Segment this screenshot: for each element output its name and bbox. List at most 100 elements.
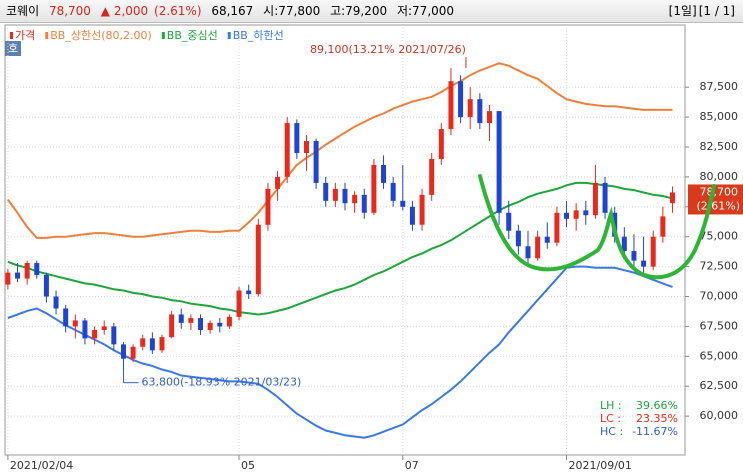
candle-body [303,141,309,153]
candle-body [82,320,88,339]
candle-body [246,290,252,295]
low: 저:77,000 [396,4,455,18]
candle-body [15,272,21,279]
bollinger-line [7,181,673,316]
stat-value: 39.66% [636,399,678,412]
candle-body [265,188,271,225]
candle-body [169,314,175,338]
annotation-text: 89,100(13.21% 2021/07/26) [310,43,466,56]
y-tick-label: 65,000 [700,349,739,362]
candle-body [294,123,300,153]
stat-key: LH : [600,399,622,412]
candle-body [486,111,492,124]
last-price-box [688,184,743,215]
candle-body [198,318,204,331]
candle-body [332,188,338,201]
candle-body [496,111,502,213]
y-tick-label: 75,000 [700,230,739,243]
candle-body [313,141,319,183]
candle-body [409,206,415,225]
stat-value: -11.67% [632,425,678,438]
candle-body [217,322,223,327]
stat-key: HC : [600,425,623,438]
candle-body [323,182,329,201]
candle-body [63,308,69,327]
candle-body [226,316,232,327]
stock-name: 코웨이 [6,4,40,18]
candle-body [352,194,358,204]
legend-swatch [227,32,231,39]
candle-body [554,212,560,243]
change-pct: (2.61%) [154,4,202,18]
candle-body [284,123,290,177]
bollinger-line [7,265,673,439]
plot-frame [4,24,686,456]
candle-body [438,129,444,159]
candle-body [602,182,608,213]
candle-body [24,263,30,279]
volume: 68,167 [211,4,254,18]
candle-body [419,194,425,225]
hand-drawn-annotation [478,174,716,280]
candle-body [130,346,136,359]
candle-body [448,81,454,130]
stat-value: 23.35% [636,412,678,425]
candle-body [631,251,637,261]
candle-body [592,182,598,216]
candle-body [621,236,627,252]
candle-body [34,263,40,275]
candle-body [544,236,550,243]
candle-body [5,272,11,285]
y-tick-label: 60,000 [700,409,739,422]
x-tick-label: 07 [405,459,419,472]
candle-body [573,210,579,219]
candle-body [120,344,126,359]
y-tick-label: 67,500 [700,319,739,332]
price: 78,700 [48,4,91,18]
stat-key: LC : [600,412,621,425]
candle-body [467,99,473,118]
candle-body [342,188,348,204]
mode-button[interactable] [5,41,21,56]
candle-body [506,212,512,231]
annotation-text: 63,800(-18.93% 2021/03/23) [141,376,301,389]
candle-body [669,192,675,204]
candle-body [390,182,396,201]
candle-body [188,318,194,323]
open: 시:77,800 [263,4,321,18]
x-tick-label: 05 [241,459,255,472]
candle-body [236,290,242,317]
legend-label: BB_하한선 [233,28,284,42]
legend-label: BB_중심선 [167,29,218,42]
candle-body [535,236,541,259]
candle-body [458,81,464,118]
period[interactable]: [1일] [668,4,697,18]
candle-body [111,326,117,345]
legend-swatch [10,32,13,39]
last-price-label: 78,700 [700,185,739,198]
change: ▲ 2,000 [100,4,149,18]
high: 고:79,200 [330,4,388,18]
candle-body [564,212,570,219]
legend-label: 가격 [15,29,35,42]
legend-label: BB_상한선(80,2.00) [50,29,152,42]
candle-body [207,322,213,331]
candle-body [275,176,281,189]
y-tick-label: 72,500 [700,260,739,273]
candle-body [477,99,483,124]
header-right: [1일] [1 / 1] [667,0,735,22]
candle-body [381,164,387,183]
candle-body [361,194,367,213]
x-tick-label: 2021/09/01 [569,459,632,472]
legend-swatch [45,32,49,39]
candle-body [400,200,406,207]
candle-body [255,224,261,295]
candle-body [660,216,666,237]
candle-body [101,326,107,331]
candle-body [149,338,155,351]
mode-button-label: 호 [8,42,18,55]
y-tick-label: 87,500 [700,80,739,93]
page-indicator: [1 / 1] [698,4,735,18]
